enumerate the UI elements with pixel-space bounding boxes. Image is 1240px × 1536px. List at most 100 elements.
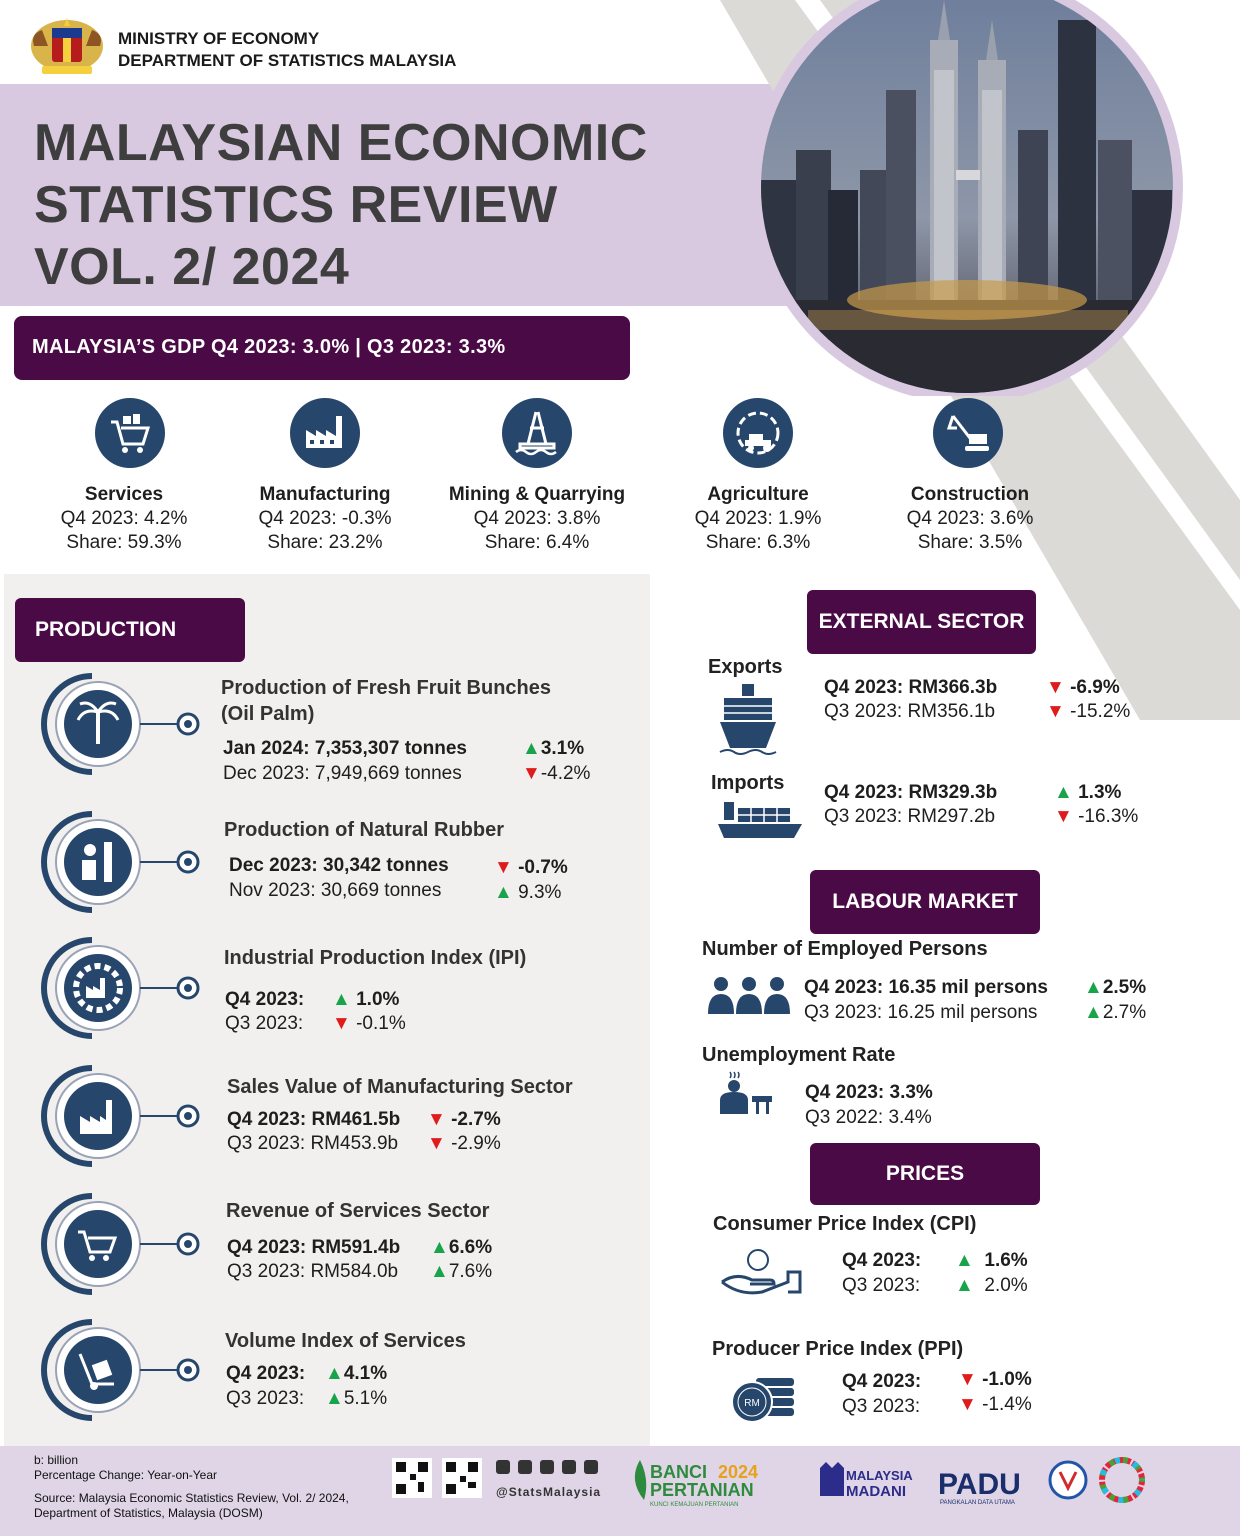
exports-previous: Q3 2023: RM356.1b	[824, 701, 996, 722]
change-value: 4.1%	[343, 1363, 388, 1384]
social-media-icons	[496, 1460, 598, 1474]
anniversary-logo	[1048, 1460, 1088, 1500]
exports-current-change: ▼ -6.9%	[1046, 675, 1120, 700]
ffb-previous: Dec 2023: 7,949,669 tonnes	[223, 763, 462, 784]
volume-index-previous: Q3 2023:	[226, 1388, 305, 1409]
padu-tagline: PANGKALAN DATA UTAMA	[940, 1500, 1015, 1506]
change-value: 2.0%	[984, 1275, 1028, 1296]
exports-label: Exports	[708, 656, 783, 678]
cpi-current: Q4 2023:	[842, 1250, 922, 1271]
banci-pertanian-logo: BANCI 2024 PERTANIAN KUNCI KEMAJUAN PERT…	[634, 1460, 758, 1508]
sdg-wheel-logo	[1099, 1457, 1145, 1503]
coin-stack-icon: RM	[731, 1378, 794, 1423]
production-ffb-ring	[41, 673, 200, 775]
note-billion: b: billion	[34, 1453, 79, 1467]
ipi-previous: Q3 2023:	[225, 1013, 304, 1034]
ppi-label: Producer Price Index (PPI)	[712, 1338, 964, 1360]
change-value: -0.7%	[518, 857, 568, 878]
down-arrow-icon: ▼	[1054, 806, 1079, 827]
ministry-header: MINISTRY OF ECONOMY DEPARTMENT OF STATIS…	[118, 28, 456, 72]
employed-previous: Q3 2023: 16.25 mil persons	[804, 1002, 1038, 1023]
up-arrow-icon: ▲	[494, 882, 519, 903]
shopping-cart-icon	[78, 1230, 118, 1261]
industry-gear-icon	[73, 963, 123, 1013]
imports-previous-change: ▼ -16.3%	[1054, 804, 1138, 829]
up-arrow-icon: ▲	[430, 1261, 449, 1282]
note-percentage: Percentage Change: Year-on-Year	[34, 1468, 218, 1482]
production-sales-ring	[41, 1065, 200, 1167]
gdp-banner	[14, 316, 630, 380]
social-handle: @StatsMalaysia	[496, 1485, 601, 1499]
change-value: 1.6%	[984, 1250, 1028, 1271]
footer-notes: b: billion Percentage Change: Year-on-Ye…	[34, 1453, 349, 1521]
title-line-3: VOL. 2/ 2024	[34, 238, 350, 296]
ipi-previous-change: ▼ -0.1%	[332, 1011, 406, 1036]
qr-code-icon	[442, 1458, 482, 1498]
sector-name: Agriculture	[707, 484, 809, 505]
sales-previous-change: ▼ -2.9%	[427, 1131, 501, 1156]
palm-tree-icon	[76, 701, 120, 744]
services-revenue-current: Q4 2023: RM591.4b	[227, 1237, 401, 1258]
volume-index-current: Q4 2023:	[226, 1363, 306, 1384]
volume-index-current-change: ▲4.1%	[325, 1361, 387, 1386]
change-value: 1.0%	[356, 989, 400, 1010]
change-value: -15.2%	[1070, 701, 1131, 722]
down-arrow-icon: ▼	[427, 1133, 452, 1154]
shopping-cart-icon	[111, 414, 151, 453]
up-arrow-icon: ▲	[1084, 977, 1103, 998]
exports-current: Q4 2023: RM366.3b	[824, 677, 998, 698]
rubber-previous: Nov 2023: 30,669 tonnes	[229, 880, 442, 901]
unemployment-previous: Q3 2022: 3.4%	[805, 1107, 932, 1128]
unemployment-current: Q4 2023: 3.3%	[805, 1082, 933, 1103]
title-line-1: MALAYSIAN ECONOMIC	[34, 114, 648, 172]
up-arrow-icon: ▲	[522, 738, 541, 759]
rubber-title: Production of Natural Rubber	[224, 819, 504, 841]
madani-line-1: MALAYSIA	[846, 1468, 913, 1483]
footer-logos: @StatsMalaysia BANCI 2024 PERTANIAN KUNC…	[392, 1457, 1145, 1508]
ppi-current: Q4 2023:	[842, 1371, 922, 1392]
sector-growth: Q4 2023: 3.6%	[906, 508, 1034, 529]
padu-text: PADU	[938, 1468, 1021, 1501]
production-heading: PRODUCTION	[15, 598, 245, 662]
manufacturing-sector-icon	[290, 398, 360, 468]
sales-current-change: ▼ -2.7%	[427, 1107, 501, 1132]
hand-truck-icon	[78, 1353, 114, 1390]
department-name: DEPARTMENT OF STATISTICS MALAYSIA	[118, 51, 457, 70]
change-value: 9.3%	[518, 882, 562, 903]
down-arrow-icon: ▼	[427, 1109, 452, 1130]
footer	[0, 1446, 1240, 1536]
change-value: -2.7%	[451, 1109, 501, 1130]
sector-share: Share: 6.4%	[484, 532, 590, 553]
malaysia-madani-logo: MALAYSIA MADANI	[820, 1462, 913, 1500]
madani-line-2: MADANI	[846, 1483, 906, 1500]
production-services-revenue-ring	[41, 1193, 200, 1295]
rubber-current-change: ▼ -0.7%	[494, 855, 568, 880]
sector-growth: Q4 2023: 3.8%	[473, 508, 601, 529]
employed-label: Number of Employed Persons	[702, 938, 988, 960]
cpi-label: Consumer Price Index (CPI)	[713, 1213, 977, 1235]
sector-growth: Q4 2023: 1.9%	[694, 508, 822, 529]
down-arrow-icon: ▼	[958, 1369, 983, 1390]
sales-title: Sales Value of Manufacturing Sector	[227, 1076, 573, 1098]
qr-code-icon	[392, 1458, 432, 1498]
sector-growth: Q4 2023: 4.2%	[60, 508, 188, 529]
sector-manufacturing: Manufacturing Q4 2023: -0.3% Share: 23.2…	[225, 483, 425, 555]
down-arrow-icon: ▼	[522, 763, 541, 784]
source-line-2: Department of Statistics, Malaysia (DOSM…	[34, 1506, 263, 1520]
production-ipi-ring	[41, 937, 200, 1039]
unemployment-label: Unemployment Rate	[702, 1044, 896, 1066]
ffb-title-line-1: Production of Fresh Fruit Bunches	[221, 677, 552, 699]
cpi-current-change: ▲ 1.6%	[955, 1248, 1028, 1273]
sector-growth: Q4 2023: -0.3%	[258, 508, 392, 529]
change-value: 6.6%	[448, 1237, 493, 1258]
banci-line-1: BANCI	[650, 1462, 707, 1482]
down-arrow-icon: ▼	[494, 857, 519, 878]
sales-previous: Q3 2023: RM453.9b	[227, 1133, 399, 1154]
change-value: 7.6%	[448, 1261, 493, 1282]
sector-share: Share: 59.3%	[66, 532, 182, 553]
sector-mining: Mining & Quarrying Q4 2023: 3.8% Share: …	[437, 483, 637, 555]
excavator-icon	[946, 415, 989, 451]
change-value: -6.9%	[1070, 677, 1120, 698]
down-arrow-icon: ▼	[1046, 701, 1071, 722]
ipi-current-change: ▲ 1.0%	[332, 987, 399, 1012]
